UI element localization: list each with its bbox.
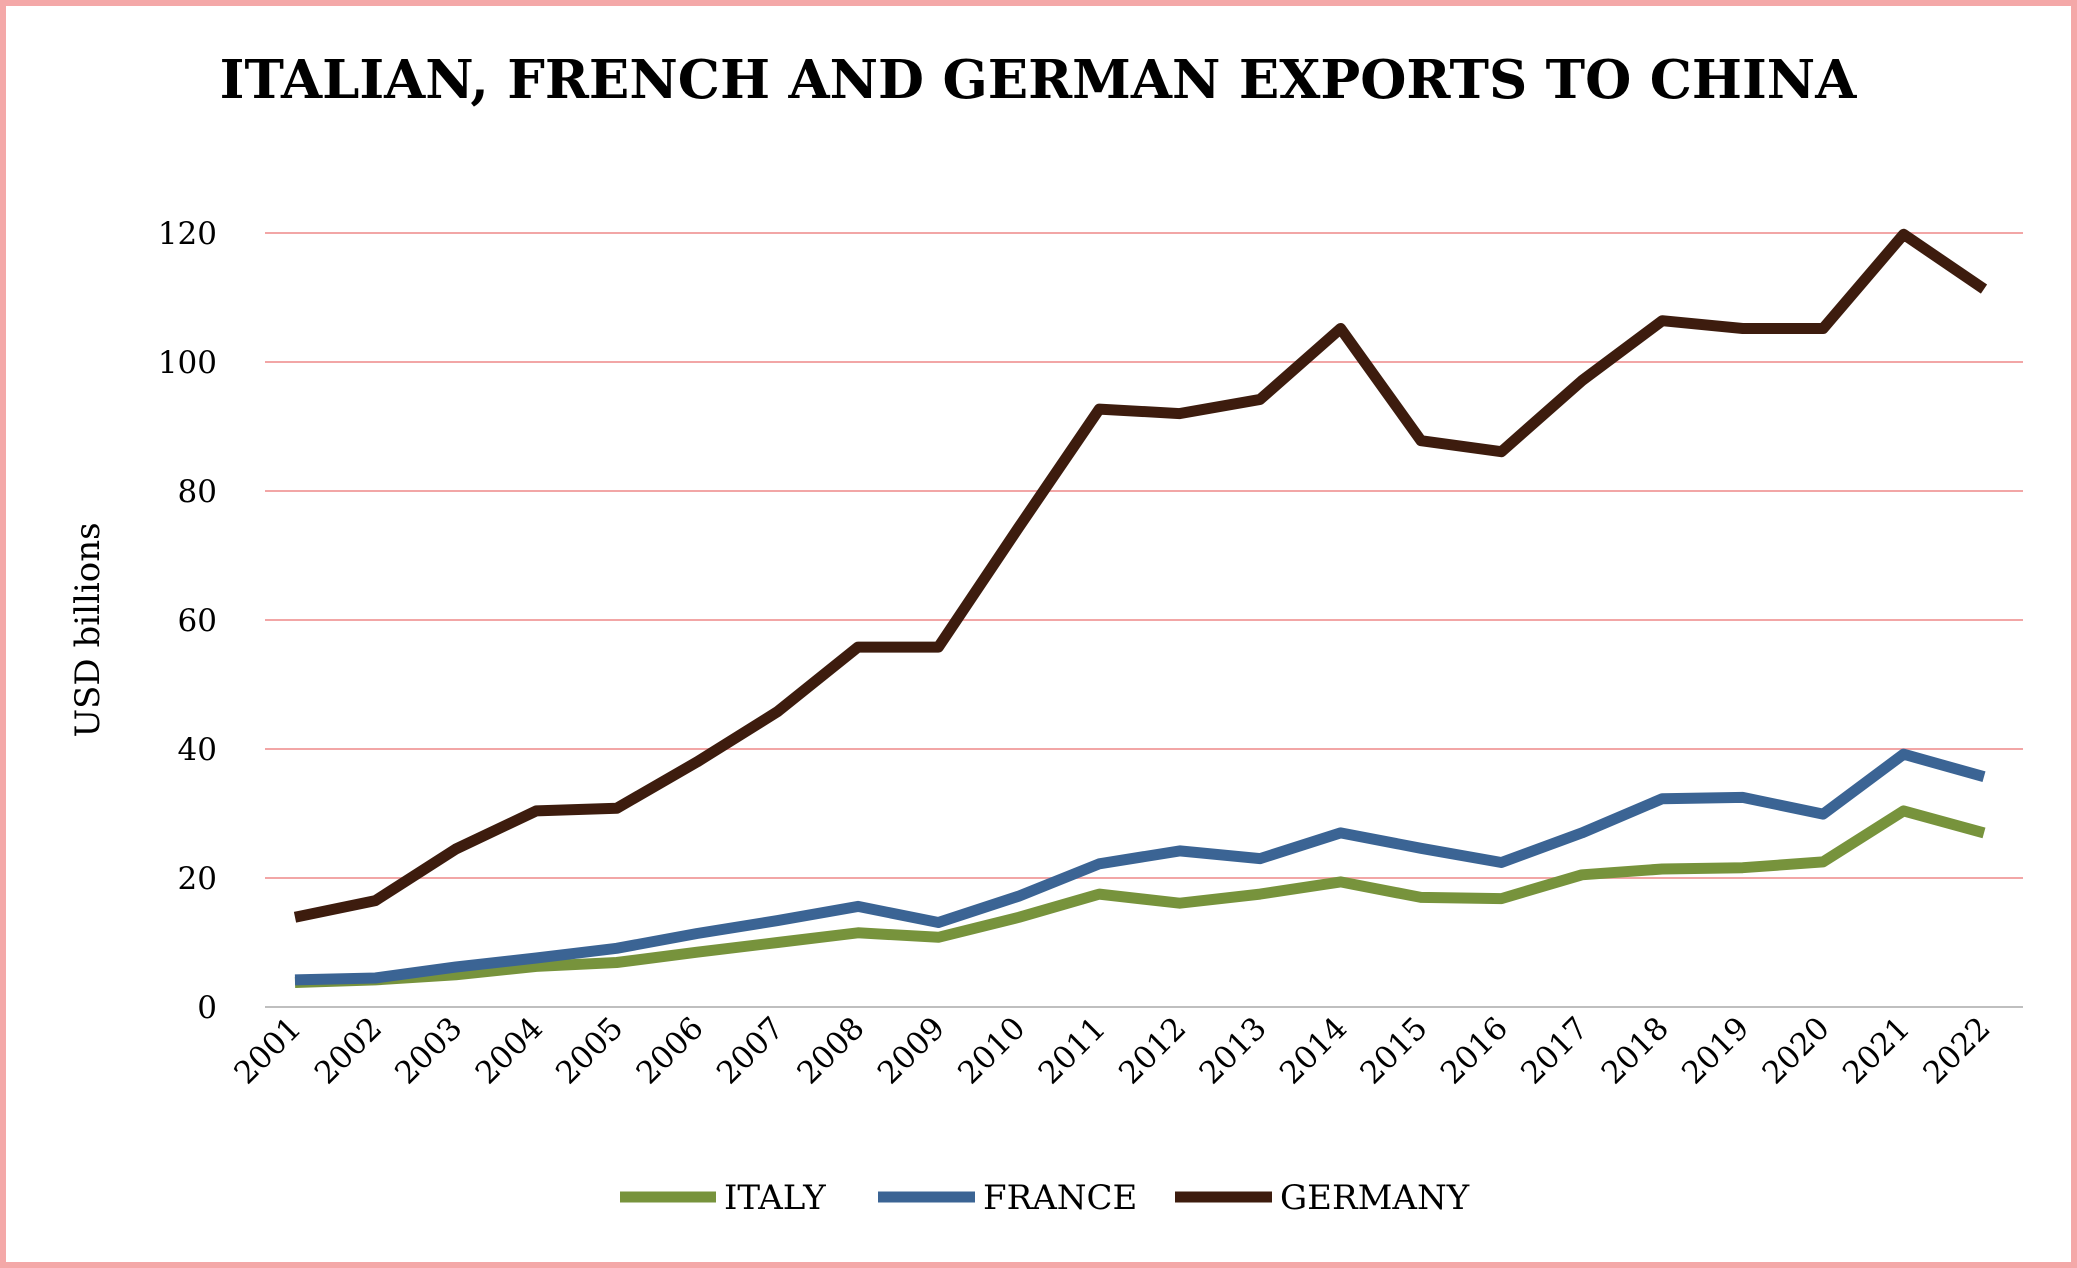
series-line-germany	[293, 228, 1988, 923]
legend: ITALY FRANCE GERMANY	[620, 1178, 1470, 1218]
legend-label-france: FRANCE	[983, 1178, 1137, 1218]
y-tick-label: 120	[158, 216, 217, 252]
y-axis-label: USD billions	[68, 522, 108, 737]
series-lines	[293, 228, 1988, 988]
y-tick-label: 100	[158, 345, 217, 381]
y-tick-label: 80	[178, 474, 217, 510]
y-tick-label: 40	[178, 732, 217, 768]
series-line-italy	[294, 805, 1986, 988]
chart-title: ITALIAN, FRENCH AND GERMAN EXPORTS TO CH…	[220, 49, 1858, 111]
y-tick-label: 60	[178, 603, 217, 639]
y-tick-label: 20	[178, 861, 217, 897]
y-tick-label: 0	[197, 990, 217, 1026]
gridlines	[265, 232, 2023, 879]
legend-label-germany: GERMANY	[1280, 1178, 1470, 1218]
series-line-france	[294, 748, 1986, 986]
legend-label-italy: ITALY	[724, 1178, 826, 1218]
y-axis-ticks: 0 20 40 60 80 100 120	[158, 216, 217, 1026]
